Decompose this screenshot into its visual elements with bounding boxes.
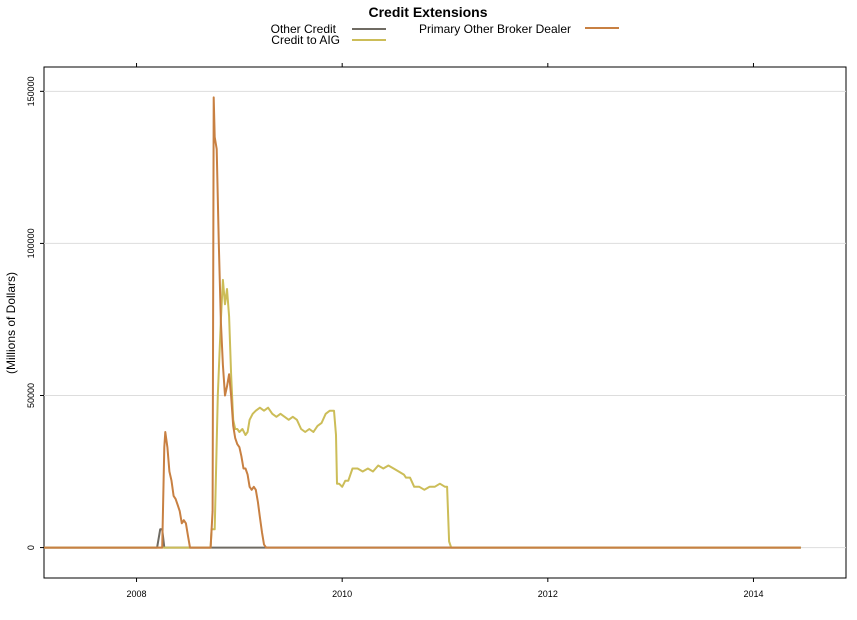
plot-frame bbox=[43, 66, 847, 579]
y-tick-label: 50000 bbox=[26, 383, 36, 408]
series-line-2 bbox=[44, 96, 801, 549]
y-tick-label: 0 bbox=[26, 545, 36, 550]
y-tick-label: 100000 bbox=[26, 228, 36, 258]
axes: 0 50000 100000 150000 2008 2010 2012 2014 bbox=[26, 63, 763, 599]
legend-label: Credit to AIG bbox=[271, 33, 340, 47]
series-lines bbox=[44, 96, 801, 549]
x-tick-label: 2010 bbox=[332, 589, 352, 599]
y-axis-label: (Millions of Dollars) bbox=[4, 272, 18, 374]
y-tick-label: 150000 bbox=[26, 76, 36, 106]
x-tick-label: 2014 bbox=[743, 589, 763, 599]
x-tick-label: 2012 bbox=[538, 589, 558, 599]
series-line-1 bbox=[44, 278, 801, 549]
legend-label: Primary Other Broker Dealer bbox=[419, 22, 571, 36]
legend-label: Other Credit bbox=[271, 22, 337, 36]
x-tick-label: 2008 bbox=[127, 589, 147, 599]
chart-title: Credit Extensions bbox=[368, 4, 487, 20]
series-line-0 bbox=[44, 528, 801, 549]
